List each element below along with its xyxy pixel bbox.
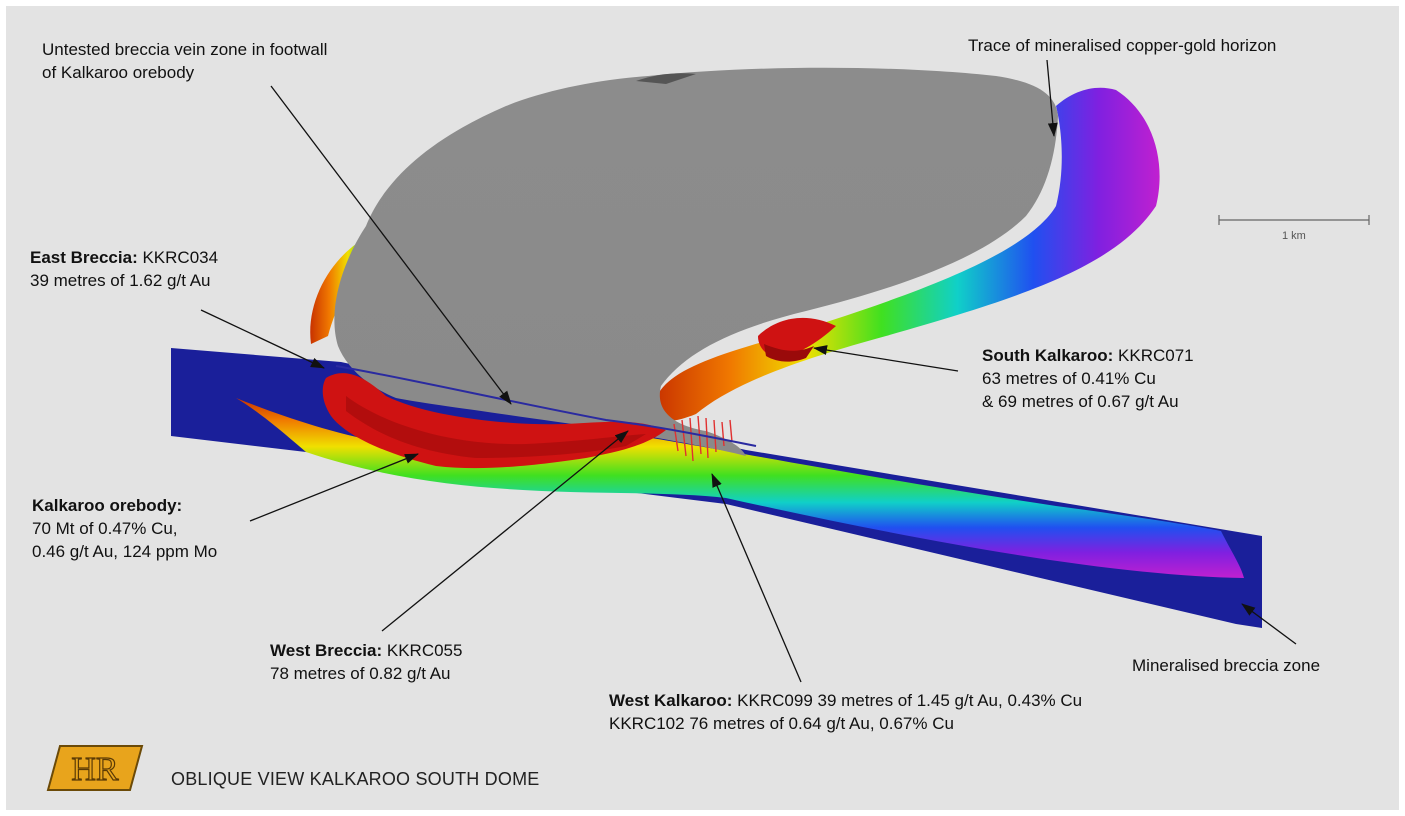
hr-logo: HR (46, 745, 144, 791)
east-breccia-hole: KKRC034 (137, 248, 219, 267)
east-breccia-result: 39 metres of 1.62 g/t Au (30, 271, 211, 290)
kalkaroo-orebody-grades: 0.46 g/t Au, 124 ppm Mo (32, 542, 218, 561)
label-mineralised-breccia: Mineralised breccia zone (1132, 656, 1321, 675)
horizon-band-lower (236, 398, 1244, 578)
kalkaroo-orebody-tonnage: 70 Mt of 0.47% Cu, (32, 519, 178, 538)
logo-text: HR (71, 751, 119, 788)
south-kalkaroo-result-cu: 63 metres of 0.41% Cu (982, 369, 1156, 388)
leader-arrows (200, 59, 1297, 683)
label-west-breccia: West Breccia: KKRC055 78 metres of 0.82 … (270, 639, 462, 685)
arrow-east-breccia (200, 309, 325, 369)
east-breccia-name: East Breccia: (30, 248, 138, 267)
label-east-breccia: East Breccia: KKRC034 39 metres of 1.62 … (30, 246, 218, 292)
west-breccia-hole: KKRC055 (382, 641, 463, 660)
figure-frame: Untested breccia vein zone in footwall o… (6, 6, 1399, 810)
west-breccia-name: West Breccia: (270, 641, 383, 660)
arrow-west-kalkaroo (711, 473, 802, 683)
kalkaroo-orebody-solid (322, 317, 836, 469)
arrow-untested-breccia (270, 85, 512, 405)
oblique-3d-model (171, 59, 1370, 683)
kalkaroo-orebody-name: Kalkaroo orebody: (32, 496, 183, 515)
south-kalkaroo-result-au: & 69 metres of 0.67 g/t Au (982, 392, 1179, 411)
west-breccia-result: 78 metres of 0.82 g/t Au (270, 664, 451, 683)
label-west-kalkaroo: West Kalkaroo: KKRC099 39 metres of 1.45… (609, 689, 1082, 735)
section-line (335, 365, 757, 447)
label-south-kalkaroo: South Kalkaroo: KKRC071 63 metres of 0.4… (982, 344, 1194, 413)
arrow-south-kalkaroo (813, 345, 959, 372)
label-untested-breccia-line1: Untested breccia vein zone in footwall (42, 40, 328, 59)
south-kalkaroo-hole: KKRC071 (1113, 346, 1194, 365)
figure-caption: OBLIQUE VIEW KALKAROO SOUTH DOME (171, 769, 540, 789)
drill-hole-traces (673, 415, 733, 462)
arrow-west-breccia (381, 430, 629, 632)
south-kalkaroo-name: South Kalkaroo: (982, 346, 1114, 365)
label-trace-horizon: Trace of mineralised copper-gold horizon (968, 36, 1277, 55)
dome-top-surface (334, 67, 1059, 456)
scale-bar (1218, 215, 1370, 225)
west-kalkaroo-name: West Kalkaroo: (609, 691, 733, 710)
arrow-trace-horizon (1046, 59, 1058, 137)
arrow-kalkaroo-orebody (249, 453, 419, 522)
scale-bar-label: 1 km (1282, 230, 1306, 242)
label-kalkaroo-orebody: Kalkaroo orebody: 70 Mt of 0.47% Cu, 0.4… (32, 494, 217, 563)
arrow-mineralised-breccia (1241, 603, 1297, 645)
west-kalkaroo-hole-102: KKRC102 76 metres of 0.64 g/t Au, 0.67% … (609, 714, 954, 733)
label-untested-breccia-line2: of Kalkaroo orebody (42, 63, 195, 82)
west-kalkaroo-hole-099: KKRC099 39 metres of 1.45 g/t Au, 0.43% … (732, 691, 1083, 710)
label-untested-breccia: Untested breccia vein zone in footwall o… (42, 38, 327, 84)
